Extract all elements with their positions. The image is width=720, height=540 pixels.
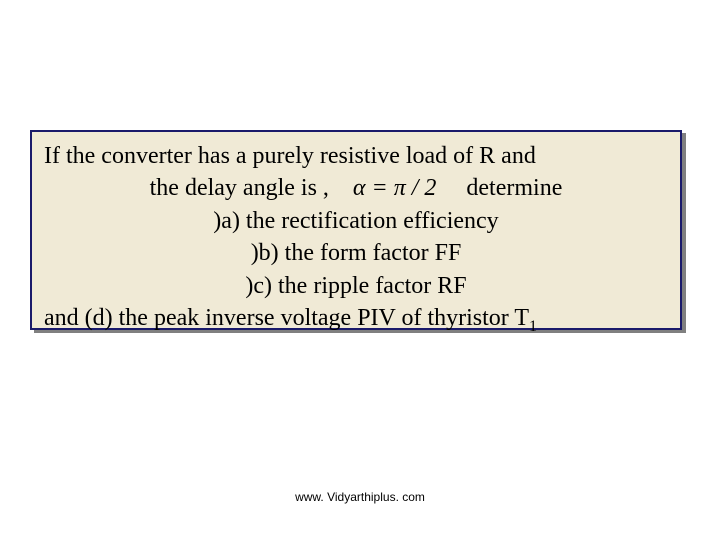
line5-text: )c) the ripple factor RF — [245, 273, 466, 299]
problem-line-5: )c) the ripple factor RF — [38, 270, 674, 302]
line4-text: )b) the form factor FF — [251, 240, 462, 266]
line2-text-b: determine — [466, 175, 562, 201]
problem-line-2: the delay angle is , α = π / 2 determine — [38, 172, 674, 204]
line1-text: If the converter has a purely resistive … — [44, 143, 536, 169]
problem-line-6: and (d) the peak inverse voltage PIV of … — [38, 302, 674, 337]
problem-line-1: If the converter has a purely resistive … — [38, 140, 674, 172]
line2-text-a: the delay angle is , — [150, 175, 329, 201]
line3-text: )a) the rectification efficiency — [213, 208, 498, 234]
thyristor-subscript: 1 — [529, 318, 537, 335]
problem-line-3: )a) the rectification efficiency — [38, 205, 674, 237]
equation-alpha: α = π / 2 — [353, 175, 436, 201]
line6-text: and (d) the peak inverse voltage PIV of … — [44, 305, 529, 331]
problem-content-box: If the converter has a purely resistive … — [30, 130, 682, 330]
problem-line-4: )b) the form factor FF — [38, 237, 674, 269]
footer-url: www. Vidyarthiplus. com — [0, 490, 720, 504]
